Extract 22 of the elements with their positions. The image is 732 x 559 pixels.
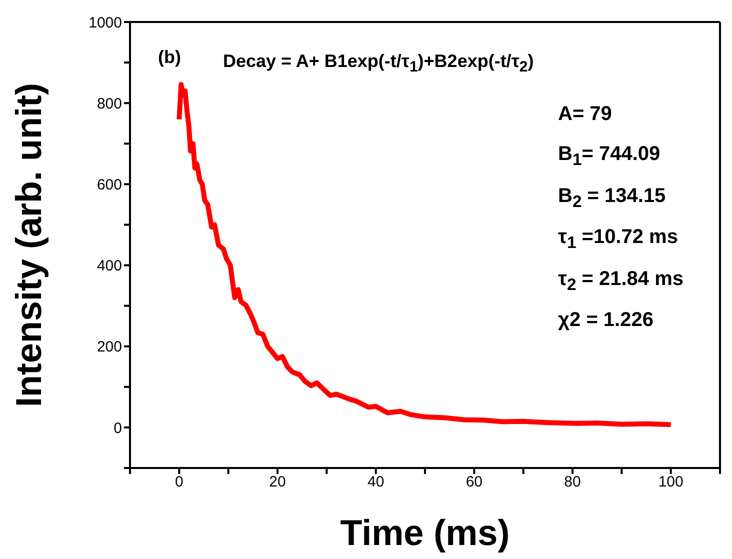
y-tick-label: 600	[96, 176, 122, 194]
x-tick-label: 60	[466, 474, 483, 491]
annotation: A= 79	[558, 103, 612, 125]
x-tick-label: 40	[367, 474, 384, 491]
x-tick-label: 100	[658, 474, 684, 491]
y-tick-label: 400	[96, 258, 122, 275]
annotation: τ$_{2}$ = 21.84 ms	[558, 268, 684, 294]
annotation: Decay = A+ B1exp(-t/τ$_{1}$)+B2exp(-t/τ$_{2}$)	[223, 51, 534, 76]
annotation: B$_{2}$ = 134.15	[558, 185, 666, 212]
annotation: (b)	[158, 47, 181, 68]
y-tick-label: 1000	[88, 14, 122, 32]
x-tick-label: 80	[564, 474, 581, 491]
y-tick-label: 800	[96, 95, 122, 112]
y-tick-label: 200	[96, 338, 122, 356]
annotation: χ2 = 1.226	[558, 309, 654, 331]
y-tick-label: 0	[114, 420, 122, 437]
x-tick-label: 0	[174, 474, 184, 491]
x-tick-label: 20	[269, 474, 286, 491]
y-axis-title: Intensity (arb. unit)	[8, 83, 49, 407]
annotation: τ$_{1}$ =10.72 ms	[558, 226, 678, 252]
annotation: B$_{1}$= 744.09	[558, 143, 660, 170]
x-axis-title: Time (ms)	[340, 512, 510, 553]
